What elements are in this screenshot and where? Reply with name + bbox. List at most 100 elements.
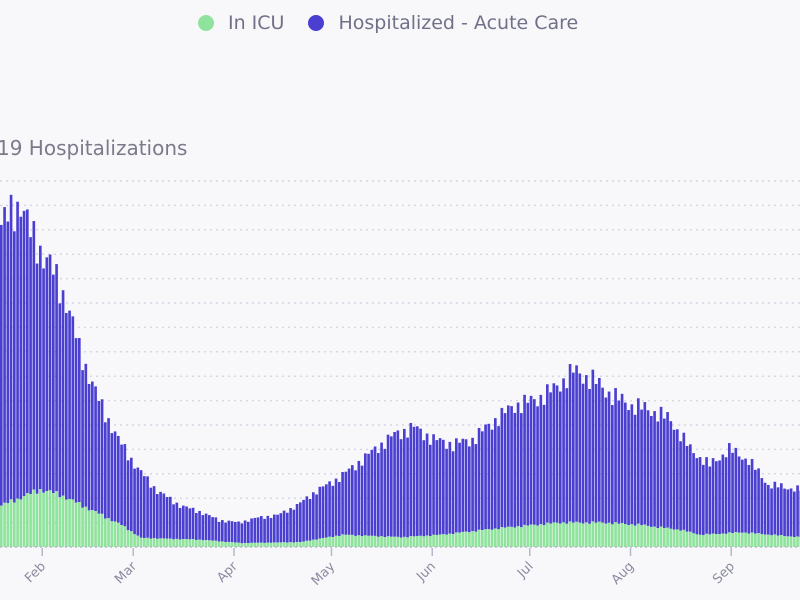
icu-bar [669,528,673,547]
acute-care-bar [747,464,751,534]
acute-care-bar [481,431,484,531]
icu-bar [214,540,218,547]
acute-care-bar [344,471,348,535]
icu-bar [666,527,669,547]
icu-bar [334,535,338,547]
acute-care-bar [728,443,731,533]
acute-care-bar [435,440,439,535]
icu-bar [120,525,123,547]
icu-bar [279,542,283,547]
icu-bar [94,511,97,547]
acute-care-bar [224,522,227,543]
acute-care-bar [581,383,585,524]
acute-care-bar [594,383,598,523]
chart-legend: In ICU Hospitalized - Acute Care [198,12,602,34]
acute-care-bar [273,514,276,543]
acute-care-bar [718,460,721,535]
acute-care-bar [282,510,286,543]
icu-bar [601,522,604,547]
icu-bar [318,538,322,547]
icu-bar [419,535,422,547]
acute-care-bar [354,470,357,536]
icu-bar [581,523,585,547]
icu-bar [104,518,107,547]
icu-bar [260,542,263,547]
acute-care-bar [412,426,416,537]
acute-care-bar [406,437,409,538]
icu-bar [367,535,370,547]
acute-care-bar [360,465,364,537]
icu-bar [767,534,770,547]
icu-bar [396,536,400,547]
icu-bar [510,526,513,547]
acute-care-bar [689,444,692,532]
icu-bar [692,533,695,547]
icu-bar [344,534,348,547]
acute-care-bar [331,485,335,538]
icu-bar [490,529,494,547]
acute-care-bar [445,448,448,535]
acute-care-bar [247,521,250,544]
icu-bar [698,534,702,547]
icu-bar [230,542,234,547]
x-tick-label: Sep [710,559,738,587]
acute-care-bar [227,520,231,542]
icu-bar [136,535,140,547]
icu-bar [143,538,146,547]
icu-bar [432,534,435,547]
acute-care-bar [416,426,419,536]
icu-bar [107,518,110,547]
acute-care-bar [292,509,296,543]
icu-bar [503,527,507,547]
icu-bar [91,510,94,547]
acute-care-bar [682,432,686,530]
acute-care-bar [760,478,764,535]
chart-title: 19 Hospitalizations [0,136,188,160]
icu-bar [263,542,266,547]
legend-item-acute[interactable]: Hospitalized - Acute Care [308,12,578,34]
icu-bar [133,534,136,547]
icu-bar [386,536,390,547]
acute-care-bar [494,418,497,529]
icu-bar [562,522,565,547]
acute-care-bar [136,467,140,536]
icu-bar [289,542,292,547]
icu-bar [61,495,65,547]
icu-bar [152,538,156,547]
icu-bar [468,532,471,547]
icu-bar [87,510,91,547]
acute-care-bar [490,429,494,530]
acute-care-bar [321,486,325,539]
icu-bar [471,530,474,547]
acute-care-bar [84,363,88,507]
icu-bar [250,542,253,547]
icu-bar [97,513,101,547]
acute-care-bar [100,399,104,514]
acute-care-bar [78,337,81,503]
icu-bar [178,539,182,547]
icu-bar [393,536,396,547]
acute-care-bar [458,442,461,533]
acute-care-bar [169,496,172,539]
acute-care-bar [377,453,380,537]
icu-bar [227,541,231,547]
acute-care-bar [61,290,65,496]
legend-item-icu[interactable]: In ICU [198,12,284,34]
icu-bar [484,529,487,547]
acute-care-bar [757,468,760,534]
icu-bar [549,523,552,547]
acute-care-bar [133,468,136,535]
icu-bar [533,524,536,547]
icu-bar [113,521,117,547]
icu-bar [312,539,315,547]
legend-label-icu: In ICU [228,12,285,34]
acute-care-bar [604,397,608,524]
icu-bar [523,524,526,547]
icu-bar [643,524,647,547]
icu-bar [513,527,517,547]
acute-care-bar [510,406,513,527]
acute-care-bar [52,274,55,494]
acute-care-bar [195,512,198,540]
acute-care-bar [419,428,422,536]
